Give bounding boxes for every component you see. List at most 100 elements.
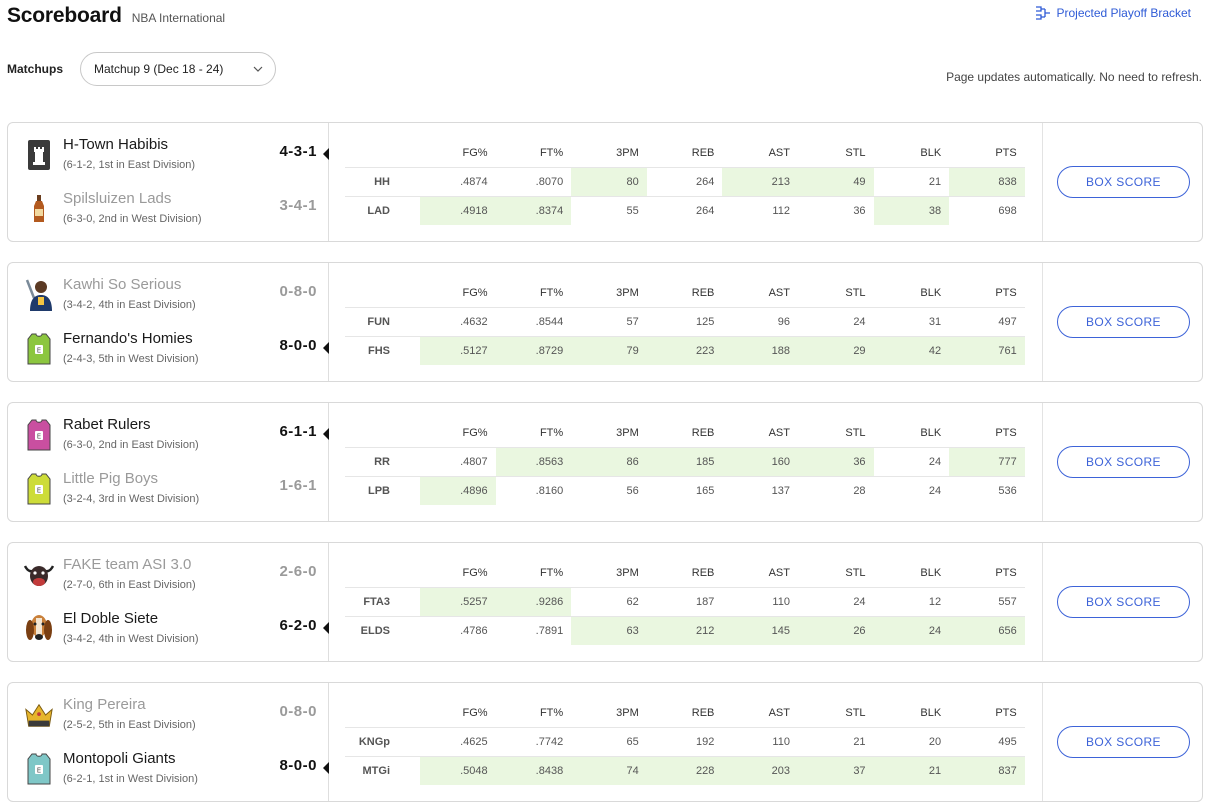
player-icon — [24, 279, 54, 311]
team-name[interactable]: Spilsluizen Lads — [63, 190, 172, 207]
card-divider — [1042, 123, 1043, 241]
matchup-card: H-Town Habibis (6-1-2, 1st in East Divisi… — [7, 122, 1203, 242]
team-name[interactable]: Rabet Rulers — [63, 416, 151, 433]
team-name[interactable]: Montopoli Giants — [63, 750, 176, 767]
stats-row: LAD .4918.8374 55 264 112 36 38 698 — [345, 195, 1025, 225]
stat-cell: 57 — [571, 306, 647, 336]
box-score-button[interactable]: BOX SCORE — [1057, 726, 1190, 758]
box-score-button[interactable]: BOX SCORE — [1057, 446, 1190, 478]
box-score-button[interactable]: BOX SCORE — [1057, 306, 1190, 338]
column-header: REB — [691, 426, 715, 439]
team-row[interactable]: H-Town Habibis (6-1-2, 1st in East Divisi… — [8, 131, 329, 181]
column-header: FG% — [462, 706, 488, 719]
winner-arrow-icon — [323, 148, 329, 160]
stat-cell: 125 — [646, 306, 723, 336]
box-score-button[interactable]: BOX SCORE — [1057, 586, 1190, 618]
matchup-card: E Rabet Rulers (6-3-0, 2nd in East Divisio… — [7, 402, 1203, 522]
team-name[interactable]: Little Pig Boys — [63, 470, 159, 487]
stats-row: FHS .5127.8729 79 223 188 29 42 761 — [345, 335, 1025, 365]
team-standing: (2-5-2, 5th in East Division) — [63, 719, 196, 731]
matchup-record: 8-0-0 — [279, 757, 317, 774]
stat-cell: .8563 — [495, 446, 572, 476]
stat-cell: 26 — [797, 615, 874, 645]
stat-cell: 36 — [797, 446, 874, 476]
stat-cell: .5048 — [420, 755, 496, 785]
stat-cell: .7742 — [495, 726, 572, 756]
team-name[interactable]: King Pereira — [63, 696, 146, 713]
column-header: 3PM — [616, 706, 639, 719]
stat-cell: 28 — [797, 475, 874, 505]
stat-cell: 74 — [571, 755, 647, 785]
team-standing: (6-1-2, 1st in East Division) — [63, 159, 196, 171]
column-header: REB — [691, 286, 715, 299]
column-header: FG% — [462, 566, 488, 579]
team-abbr: FHS — [345, 335, 420, 365]
team-abbr: ELDS — [345, 615, 420, 645]
stats-row: ELDS .4786.7891 63 212 145 26 24 656 — [345, 615, 1025, 645]
team-standing: (6-3-0, 2nd in West Division) — [63, 213, 202, 225]
stats-header-row: FG% FT% 3PM REB AST STL BLK PTS — [345, 699, 1025, 727]
column-header: PTS — [995, 146, 1017, 159]
team-row[interactable]: E Montopoli Giants (6-2-1, 1st in West Div… — [8, 745, 329, 795]
team-row[interactable]: E Little Pig Boys (3-2-4, 3rd in West Divi… — [8, 465, 329, 515]
box-score-button[interactable]: BOX SCORE — [1057, 166, 1190, 198]
stat-cell: 37 — [797, 755, 874, 785]
stat-cell: 62 — [571, 586, 647, 616]
team-row[interactable]: FAKE team ASI 3.0 (2-7-0, 6th in East Div… — [8, 551, 329, 601]
winner-arrow-icon — [323, 622, 329, 634]
stat-cell: 12 — [873, 586, 950, 616]
stat-cell: 212 — [646, 615, 723, 645]
matchup-select[interactable]: Matchup 9 (Dec 18 - 24) — [80, 52, 276, 86]
team-standing: (3-4-2, 4th in East Division) — [63, 299, 196, 311]
stat-cell: 495 — [949, 726, 1025, 756]
stats-header-row: FG% FT% 3PM REB AST STL BLK PTS — [345, 559, 1025, 587]
team-row[interactable]: King Pereira (2-5-2, 5th in East Division… — [8, 691, 329, 741]
team-row[interactable]: Spilsluizen Lads (6-3-0, 2nd in West Divi… — [8, 185, 329, 235]
team-row[interactable]: Kawhi So Serious (3-4-2, 4th in East Divi… — [8, 271, 329, 321]
stat-cell: 36 — [797, 195, 874, 225]
team-name[interactable]: El Doble Siete — [63, 610, 159, 627]
column-header: FG% — [462, 146, 488, 159]
stat-cell: 838 — [949, 166, 1025, 196]
stat-cell: 536 — [949, 475, 1025, 505]
team-abbr: MTGi — [345, 755, 420, 785]
jersey-icon: E — [24, 419, 54, 451]
team-name[interactable]: Fernando's Homies — [63, 330, 193, 347]
column-header: STL — [845, 146, 866, 159]
matchup-card: King Pereira (2-5-2, 5th in East Division… — [7, 682, 1203, 802]
team-name[interactable]: FAKE team ASI 3.0 — [63, 556, 192, 573]
stat-cell: .7891 — [495, 615, 572, 645]
page-header: Scoreboard NBA International — [7, 4, 225, 28]
stat-cell: .9286 — [495, 586, 572, 616]
stat-cell: 56 — [571, 475, 647, 505]
column-header: FT% — [539, 286, 564, 299]
team-row[interactable]: E Rabet Rulers (6-3-0, 2nd in East Divisio… — [8, 411, 329, 461]
matchup-record: 2-6-0 — [279, 563, 317, 580]
projected-playoff-bracket-link[interactable]: Projected Playoff Bracket — [1035, 6, 1191, 20]
column-header: STL — [845, 706, 866, 719]
stat-cell: .8070 — [495, 166, 572, 196]
team-row[interactable]: E Fernando's Homies (2-4-3, 5th in West Di… — [8, 325, 329, 375]
column-header: PTS — [995, 566, 1017, 579]
team-row[interactable]: El Doble Siete (3-4-2, 4th in West Divisi… — [8, 605, 329, 655]
chevron-down-icon — [253, 66, 263, 72]
team-name[interactable]: Kawhi So Serious — [63, 276, 182, 293]
stat-cell: 187 — [646, 586, 723, 616]
stat-cell: 228 — [646, 755, 723, 785]
stat-cell: 213 — [722, 166, 798, 196]
column-header: REB — [691, 146, 715, 159]
column-header: AST — [768, 706, 790, 719]
column-header: AST — [768, 426, 790, 439]
stat-cell: 86 — [571, 446, 647, 476]
stat-cell: 112 — [722, 195, 798, 225]
stat-cell: 777 — [949, 446, 1025, 476]
column-header: FT% — [539, 146, 564, 159]
team-abbr: RR — [345, 446, 420, 476]
column-header: BLK — [920, 426, 942, 439]
team-name[interactable]: H-Town Habibis — [63, 136, 169, 153]
stat-cell: 110 — [722, 726, 798, 756]
stat-cell: 192 — [646, 726, 723, 756]
matchup-card: FAKE team ASI 3.0 (2-7-0, 6th in East Div… — [7, 542, 1203, 662]
stat-cell: 24 — [797, 306, 874, 336]
abbr-header — [345, 419, 420, 447]
